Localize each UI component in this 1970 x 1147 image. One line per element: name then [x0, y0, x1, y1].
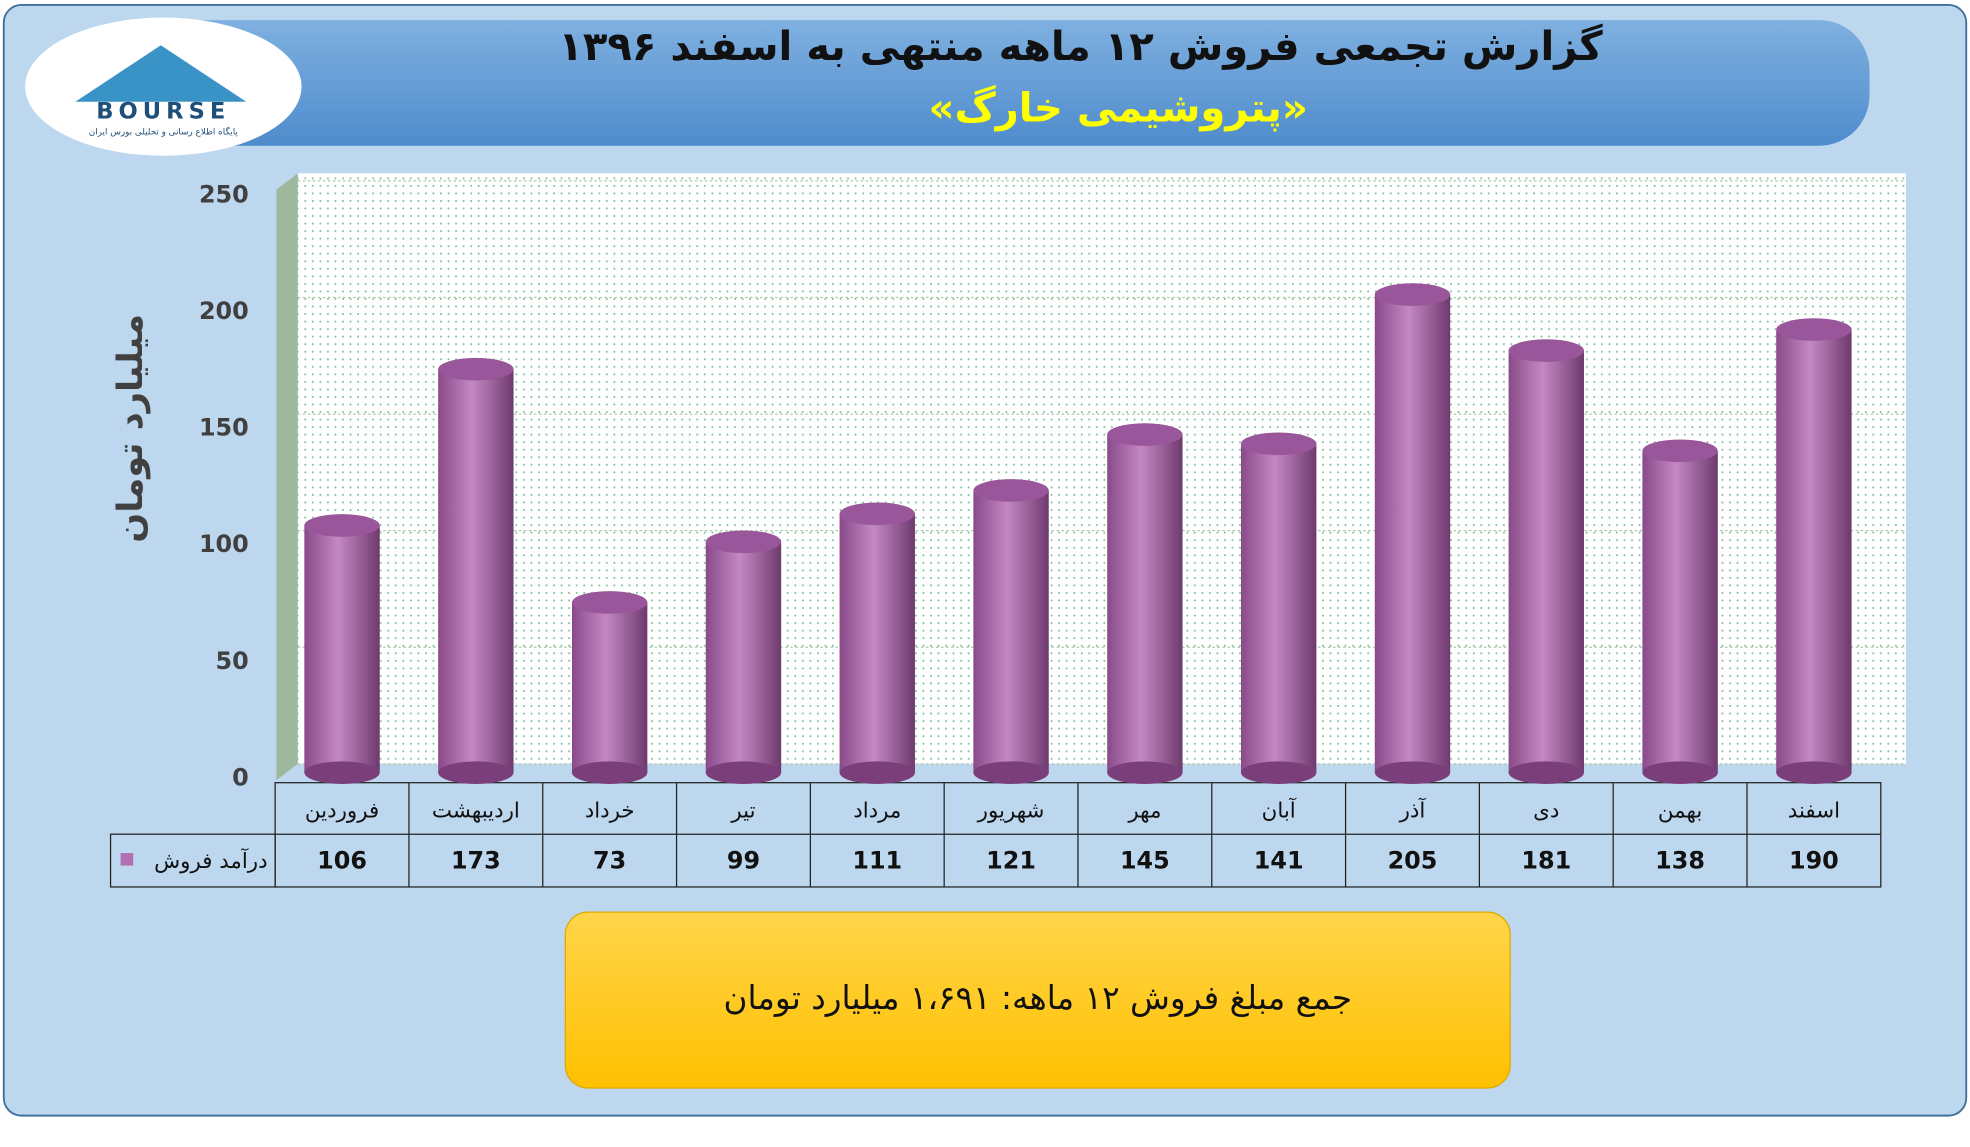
table-value: 190 — [1789, 846, 1839, 874]
bar-top — [973, 479, 1049, 502]
bar-base — [438, 761, 514, 784]
bar — [1776, 329, 1852, 773]
logo-subtitle: پایگاه اطلاع رسانی و تحلیلی بورس ایران — [89, 126, 239, 137]
y-tick-label: 150 — [199, 414, 249, 442]
table-value: 141 — [1254, 846, 1304, 874]
table-value: 99 — [727, 846, 760, 874]
y-tick-label: 100 — [199, 530, 249, 558]
table-value: 145 — [1120, 846, 1170, 874]
plot-area — [297, 173, 1906, 764]
table-value: 111 — [852, 846, 902, 874]
bar-base — [705, 761, 782, 784]
x-tick-label: فروردین — [305, 799, 379, 824]
bar — [1240, 443, 1317, 773]
bar-top — [1374, 283, 1451, 306]
bar-top — [839, 502, 915, 526]
table-value: 181 — [1521, 846, 1571, 874]
bar-top — [1107, 423, 1183, 446]
x-tick-label: آذر — [1399, 797, 1427, 824]
table-value: 106 — [317, 846, 367, 874]
x-tick-label: شهریور — [977, 799, 1045, 824]
x-tick-label: اسفند — [1788, 799, 1840, 824]
x-tick-label: دی — [1533, 799, 1559, 824]
x-tick-label: اردیبهشت — [432, 799, 520, 824]
x-tick-label: تیر — [730, 799, 755, 824]
header-band — [150, 20, 1870, 146]
bar-base — [571, 761, 648, 784]
bar-base — [1642, 761, 1718, 784]
table-value: 173 — [451, 846, 501, 874]
bar-base — [1240, 761, 1317, 784]
bar-top — [1240, 432, 1317, 456]
bar — [1642, 450, 1718, 773]
bar-top — [1642, 439, 1718, 463]
logo-icon — [75, 45, 247, 102]
bar-top — [571, 591, 648, 614]
bar — [571, 602, 648, 773]
logo-name: BOURSE — [96, 98, 230, 124]
bar — [839, 513, 915, 773]
side-wall — [276, 173, 298, 781]
table-value: 121 — [986, 846, 1036, 874]
x-tick-label: مهر — [1127, 799, 1161, 824]
x-tick-label: آبان — [1262, 797, 1297, 824]
summary-text: جمع مبلغ فروش ۱۲ ماهه: ۱،۶۹۱ میلیارد توم… — [723, 979, 1352, 1017]
bar-top — [1776, 318, 1852, 341]
y-tick-label: 50 — [216, 647, 249, 675]
table-series-cell — [109, 833, 276, 888]
bar — [705, 541, 782, 773]
bar-base — [1374, 761, 1451, 784]
bar — [304, 525, 380, 773]
table-value: 138 — [1655, 846, 1705, 874]
legend-label: درآمد فروش — [154, 847, 268, 874]
bar — [1107, 434, 1183, 773]
bar — [1374, 294, 1451, 773]
bar — [973, 490, 1049, 773]
bar — [1508, 350, 1584, 773]
bar-base — [973, 761, 1049, 784]
bar-top — [1508, 339, 1584, 362]
bar-top — [438, 357, 514, 381]
x-tick-label: بهمن — [1658, 799, 1702, 824]
table-value: 73 — [593, 846, 626, 874]
table-value: 205 — [1388, 846, 1438, 874]
y-tick-label: 250 — [199, 180, 249, 208]
bar-base — [1508, 761, 1584, 784]
y-tick-label: 200 — [199, 297, 249, 325]
bar-base — [1107, 761, 1183, 784]
summary-box — [564, 911, 1511, 1089]
bar — [438, 369, 514, 773]
x-tick-label: خرداد — [585, 799, 635, 824]
bar-top — [304, 514, 380, 537]
bar-base — [839, 761, 915, 784]
chart-subtitle: «پتروشیمی خارگ» — [929, 86, 1308, 132]
bar-base — [1776, 761, 1852, 784]
x-tick-label: مرداد — [853, 799, 901, 824]
y-tick-label: 0 — [232, 763, 249, 791]
chart-title: گزارش تجمعی فروش ۱۲ ماهه منتهی به اسفند … — [558, 23, 1603, 70]
bar-top — [705, 530, 782, 554]
legend-swatch — [120, 853, 134, 866]
y-axis-label: میلیارد تومان — [110, 314, 151, 543]
bar-base — [304, 761, 380, 784]
